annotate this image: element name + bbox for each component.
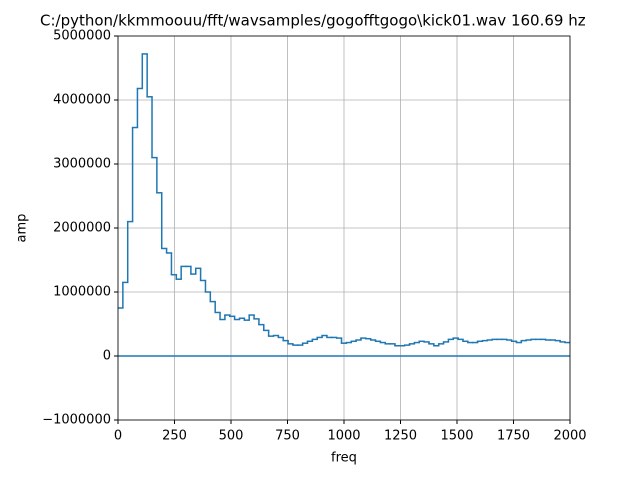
x-tick-label: 2000 xyxy=(553,429,586,444)
y-tick-label: 3000000 xyxy=(53,157,111,172)
x-tick-label: 0 xyxy=(114,429,122,444)
y-tick-label: 5000000 xyxy=(53,29,111,44)
x-tick-label: 250 xyxy=(162,429,187,444)
x-tick-label: 500 xyxy=(219,429,244,444)
plot-area xyxy=(118,53,570,357)
x-tick-label: 750 xyxy=(275,429,300,444)
axes-frame xyxy=(117,35,571,421)
y-axis-label: amp xyxy=(15,214,30,243)
y-tick-label: −1000000 xyxy=(42,413,111,428)
x-tick-label: 1250 xyxy=(384,429,417,444)
chart-title: C:/python/kkmmoouu/fft/wavsamples/gogoff… xyxy=(40,12,586,30)
x-tick-label: 1500 xyxy=(440,429,473,444)
x-tick-label: 1750 xyxy=(497,429,530,444)
x-tick-label: 1000 xyxy=(327,429,360,444)
y-tick-label: 1000000 xyxy=(53,285,111,300)
y-tick-label: 2000000 xyxy=(53,221,111,236)
y-tick-label: 4000000 xyxy=(53,93,111,108)
x-axis-label: freq xyxy=(331,451,357,466)
y-tick-label: 0 xyxy=(103,349,111,364)
